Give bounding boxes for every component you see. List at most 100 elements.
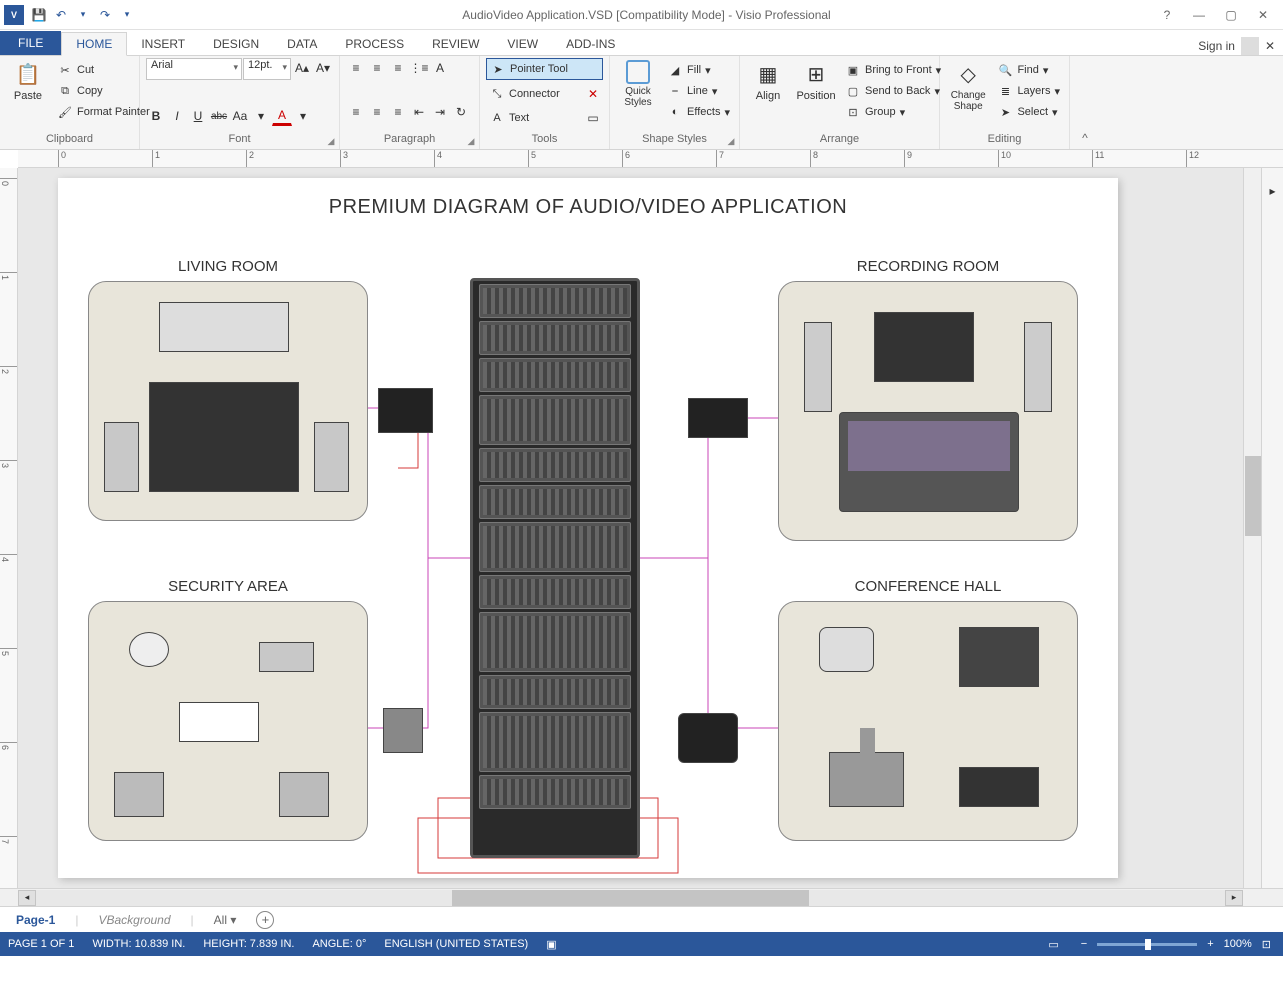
text-size-button[interactable]: A [430,58,450,78]
doc-close-button[interactable]: ✕ [1265,39,1275,53]
equipment-rack[interactable] [470,278,640,858]
device-receiver[interactable] [159,302,289,352]
align-left-button[interactable]: ≡ [346,102,366,122]
text-tool-button[interactable]: AText [486,108,583,128]
page-tab-all[interactable]: All ▾ [206,910,245,930]
font-name-select[interactable]: Arial [146,58,242,80]
help-button[interactable]: ? [1155,3,1179,27]
select-button[interactable]: ➤Select▾ [994,102,1063,122]
tab-home[interactable]: HOME [61,32,127,56]
device-studio-speaker-right[interactable] [1024,322,1052,412]
collapse-ribbon-button[interactable]: ^ [1070,56,1100,149]
device-speaker-right[interactable] [314,422,349,492]
tab-review[interactable]: REVIEW [418,33,493,55]
device-document-camera[interactable] [959,627,1039,687]
device-conference-touchpanel[interactable] [678,713,738,763]
qat-redo-icon[interactable]: ↷ [94,4,116,26]
zoom-in-button[interactable]: + [1203,938,1217,950]
font-color-dropdown[interactable]: ▾ [293,106,313,126]
format-painter-button[interactable]: 🖌Format Painter [54,102,153,122]
hscroll-track[interactable] [36,890,1225,906]
device-mixing-desk[interactable] [839,412,1019,512]
rack-unit[interactable] [479,675,631,709]
bullets-button[interactable]: ⋮≡ [409,58,429,78]
device-speaker-left[interactable] [104,422,139,492]
italic-button[interactable]: I [167,106,187,126]
vscroll-thumb[interactable] [1245,456,1261,536]
increase-indent-button[interactable]: ⇥ [430,102,450,122]
device-tv[interactable] [149,382,299,492]
font-size-dropdown[interactable]: ▾ [251,106,271,126]
page-tab-1[interactable]: Page-1 [8,910,63,930]
drawing-page[interactable]: PREMIUM DIAGRAM OF AUDIO/VIDEO APPLICATI… [58,178,1118,878]
qat-undo-icon[interactable]: ↶ [50,4,72,26]
tab-addins[interactable]: ADD-INS [552,33,629,55]
rack-unit[interactable] [479,485,631,519]
rack-unit[interactable] [479,775,631,809]
align-button[interactable]: ▦Align [746,58,790,104]
tab-view[interactable]: VIEW [493,33,552,55]
rack-unit[interactable] [479,284,631,318]
effects-button[interactable]: ◐Effects▾ [664,102,733,122]
qat-customize-icon[interactable]: ▾ [116,4,138,26]
cut-button[interactable]: ✂Cut [54,60,153,80]
device-conference-phone[interactable] [829,752,904,807]
fill-button[interactable]: ◢Fill▾ [664,60,733,80]
find-button[interactable]: 🔍Find▾ [994,60,1063,80]
device-nvr-left[interactable] [114,772,164,817]
decrease-font-button[interactable]: A▾ [313,58,333,78]
paste-button[interactable]: 📋 Paste [6,58,50,104]
align-bottom-button[interactable]: ≡ [388,58,408,78]
font-color-button[interactable]: A [272,106,292,126]
rectangle-tool-button[interactable]: ▭ [583,108,603,128]
connector-x-button[interactable]: ✕ [583,84,603,104]
horizontal-scrollbar[interactable]: ◂ ▸ [0,888,1283,906]
maximize-button[interactable]: ▢ [1219,3,1243,27]
rack-unit[interactable] [479,612,631,672]
group-button[interactable]: ⊡Group▾ [842,102,944,122]
device-nvr-right[interactable] [279,772,329,817]
connector-tool-button[interactable]: ⤡Connector [486,84,583,104]
send-back-button[interactable]: ▢Send to Back▾ [842,81,944,101]
device-living-controller[interactable] [378,388,433,433]
shapes-panel-collapsed[interactable]: ▸ [1261,168,1283,888]
position-button[interactable]: ⊞Position [794,58,838,104]
device-monitor[interactable] [874,312,974,382]
align-center-button[interactable]: ≡ [367,102,387,122]
device-dome-camera[interactable] [129,632,169,667]
tab-file[interactable]: FILE [0,31,61,55]
bring-front-button[interactable]: ▣Bring to Front▾ [842,60,944,80]
presentation-mode-button[interactable]: ▭ [1048,938,1058,951]
device-dvr[interactable] [179,702,259,742]
change-shape-button[interactable]: ◇Change Shape [946,58,990,114]
fit-page-button[interactable]: ⊡ [1258,938,1275,951]
hscroll-right-button[interactable]: ▸ [1225,890,1243,906]
align-top-button[interactable]: ≡ [346,58,366,78]
close-button[interactable]: ✕ [1251,3,1275,27]
hscroll-thumb[interactable] [452,890,809,906]
macro-record-icon[interactable]: ▣ [546,938,556,951]
rack-unit[interactable] [479,358,631,392]
decrease-indent-button[interactable]: ⇤ [409,102,429,122]
bold-button[interactable]: B [146,106,166,126]
vertical-scrollbar[interactable] [1243,168,1261,888]
add-page-button[interactable]: + [256,911,274,929]
rotate-text-button[interactable]: ↻ [451,102,471,122]
device-vc-camera[interactable] [819,627,874,672]
zoom-level[interactable]: 100% [1224,938,1252,950]
shapestyles-dialog-launcher[interactable]: ◢ [725,135,737,147]
font-dialog-launcher[interactable]: ◢ [325,135,337,147]
tab-process[interactable]: PROCESS [331,33,418,55]
device-av-switcher[interactable] [959,767,1039,807]
device-ptz-camera[interactable] [259,642,314,672]
device-recording-controller[interactable] [688,398,748,438]
device-studio-speaker-left[interactable] [804,322,832,412]
tab-data[interactable]: DATA [273,33,331,55]
minimize-button[interactable]: — [1187,3,1211,27]
rack-unit[interactable] [479,575,631,609]
rack-unit[interactable] [479,321,631,355]
tab-insert[interactable]: INSERT [127,33,199,55]
page-tab-background[interactable]: VBackground [90,910,178,930]
rack-unit[interactable] [479,522,631,572]
tab-design[interactable]: DESIGN [199,33,273,55]
